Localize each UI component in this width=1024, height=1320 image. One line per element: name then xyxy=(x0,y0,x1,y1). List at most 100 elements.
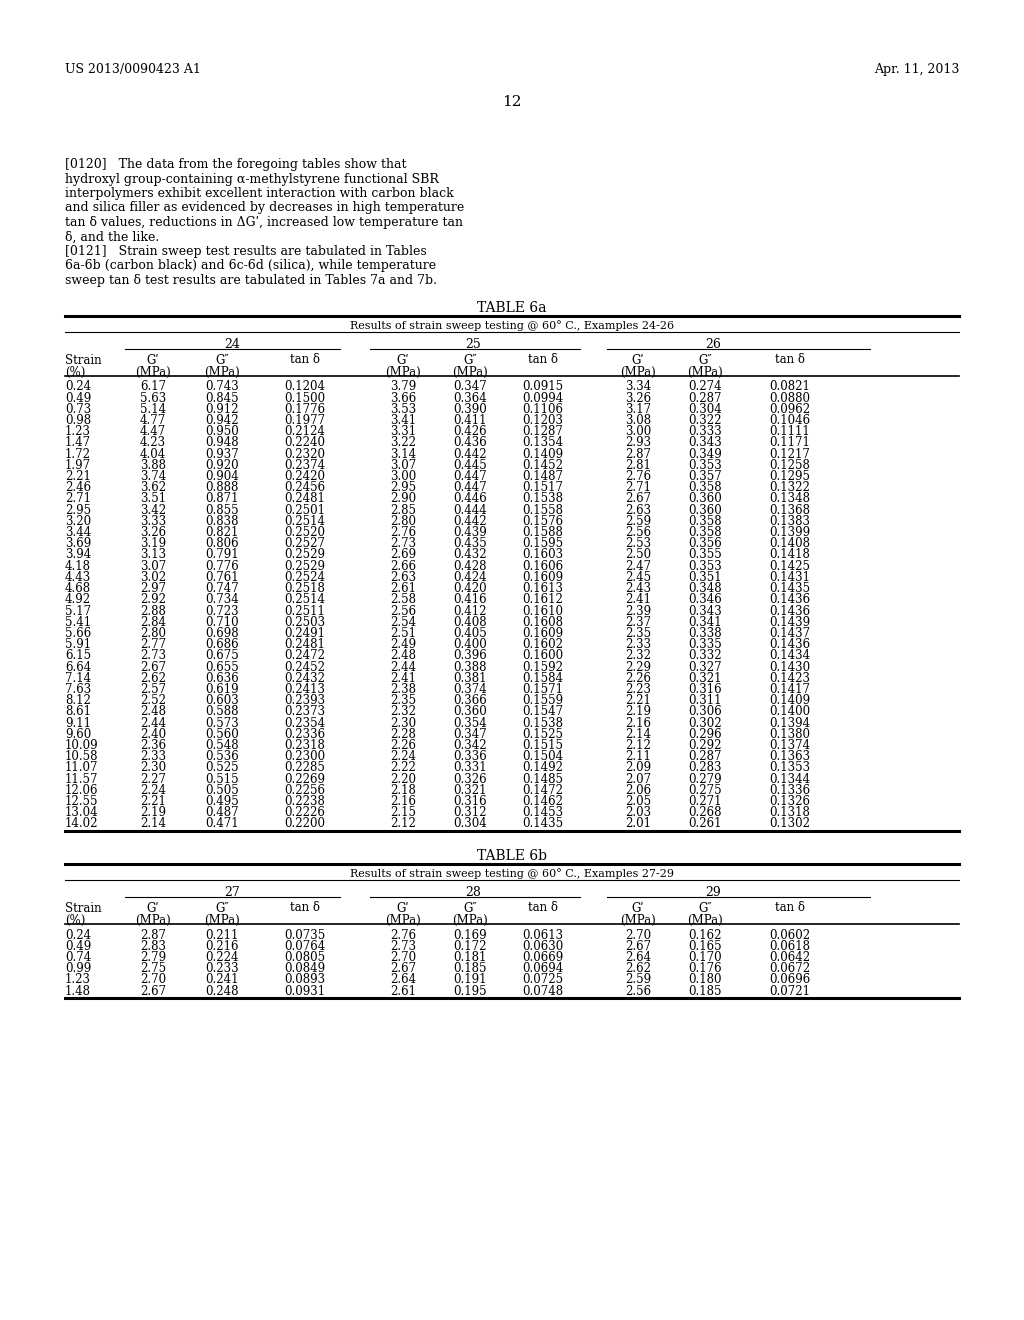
Text: 0.1610: 0.1610 xyxy=(522,605,563,618)
Text: 2.87: 2.87 xyxy=(140,928,166,941)
Text: 3.42: 3.42 xyxy=(140,504,166,516)
Text: 0.165: 0.165 xyxy=(688,940,722,953)
Text: 0.1452: 0.1452 xyxy=(522,459,563,471)
Text: 0.821: 0.821 xyxy=(206,527,239,539)
Text: 0.2514: 0.2514 xyxy=(285,593,326,606)
Text: 3.26: 3.26 xyxy=(625,392,651,405)
Text: 6a-6b (carbon black) and 6c-6d (silica), while temperature: 6a-6b (carbon black) and 6c-6d (silica),… xyxy=(65,260,436,272)
Text: 2.26: 2.26 xyxy=(625,672,651,685)
Text: 0.445: 0.445 xyxy=(454,459,486,471)
Text: 0.355: 0.355 xyxy=(688,549,722,561)
Text: 0.1472: 0.1472 xyxy=(522,784,563,797)
Text: 2.71: 2.71 xyxy=(65,492,91,506)
Text: G″: G″ xyxy=(215,354,229,367)
Text: 0.560: 0.560 xyxy=(205,727,239,741)
Text: 0.357: 0.357 xyxy=(688,470,722,483)
Text: 0.1111: 0.1111 xyxy=(770,425,810,438)
Text: 0.2529: 0.2529 xyxy=(285,560,326,573)
Text: 0.1287: 0.1287 xyxy=(522,425,563,438)
Text: 0.588: 0.588 xyxy=(205,705,239,718)
Text: 8.61: 8.61 xyxy=(65,705,91,718)
Text: 6.64: 6.64 xyxy=(65,660,91,673)
Text: 0.2524: 0.2524 xyxy=(285,572,326,583)
Text: 2.71: 2.71 xyxy=(625,482,651,494)
Text: 0.0849: 0.0849 xyxy=(285,962,326,975)
Text: 0.185: 0.185 xyxy=(688,985,722,998)
Text: 0.360: 0.360 xyxy=(688,504,722,516)
Text: 4.92: 4.92 xyxy=(65,593,91,606)
Text: 2.47: 2.47 xyxy=(625,560,651,573)
Text: 0.888: 0.888 xyxy=(206,482,239,494)
Text: G″: G″ xyxy=(698,354,712,367)
Text: 0.412: 0.412 xyxy=(454,605,486,618)
Text: 2.43: 2.43 xyxy=(625,582,651,595)
Text: 0.24: 0.24 xyxy=(65,928,91,941)
Text: 0.358: 0.358 xyxy=(688,482,722,494)
Text: (%): (%) xyxy=(65,366,85,379)
Text: 0.1504: 0.1504 xyxy=(522,750,563,763)
Text: 0.1558: 0.1558 xyxy=(522,504,563,516)
Text: 0.336: 0.336 xyxy=(454,750,486,763)
Text: 2.63: 2.63 xyxy=(390,572,416,583)
Text: (%): (%) xyxy=(65,913,85,927)
Text: 0.346: 0.346 xyxy=(688,593,722,606)
Text: 0.0893: 0.0893 xyxy=(285,973,326,986)
Text: 0.1408: 0.1408 xyxy=(769,537,811,550)
Text: 0.444: 0.444 xyxy=(454,504,486,516)
Text: 0.2285: 0.2285 xyxy=(285,762,326,775)
Text: 0.0694: 0.0694 xyxy=(522,962,563,975)
Text: (MPa): (MPa) xyxy=(453,366,487,379)
Text: Strain: Strain xyxy=(65,902,101,915)
Text: 0.358: 0.358 xyxy=(688,527,722,539)
Text: 0.1584: 0.1584 xyxy=(522,672,563,685)
Text: 0.343: 0.343 xyxy=(688,605,722,618)
Text: 26: 26 xyxy=(706,338,721,351)
Text: 2.48: 2.48 xyxy=(390,649,416,663)
Text: 0.2300: 0.2300 xyxy=(285,750,326,763)
Text: 14.02: 14.02 xyxy=(65,817,98,830)
Text: 0.806: 0.806 xyxy=(205,537,239,550)
Text: 0.776: 0.776 xyxy=(205,560,239,573)
Text: 2.83: 2.83 xyxy=(140,940,166,953)
Text: 3.08: 3.08 xyxy=(625,414,651,428)
Text: 0.1400: 0.1400 xyxy=(769,705,811,718)
Text: 3.22: 3.22 xyxy=(390,437,416,450)
Text: 0.1538: 0.1538 xyxy=(522,717,563,730)
Text: 2.57: 2.57 xyxy=(140,682,166,696)
Text: 2.03: 2.03 xyxy=(625,807,651,820)
Text: 0.2520: 0.2520 xyxy=(285,527,326,539)
Text: 0.1363: 0.1363 xyxy=(769,750,811,763)
Text: 0.302: 0.302 xyxy=(688,717,722,730)
Text: 0.420: 0.420 xyxy=(454,582,486,595)
Text: 13.04: 13.04 xyxy=(65,807,98,820)
Text: 0.686: 0.686 xyxy=(205,638,239,651)
Text: 0.326: 0.326 xyxy=(454,772,486,785)
Text: 2.64: 2.64 xyxy=(390,973,416,986)
Text: 3.00: 3.00 xyxy=(390,470,416,483)
Text: 0.2420: 0.2420 xyxy=(285,470,326,483)
Text: 3.44: 3.44 xyxy=(65,527,91,539)
Text: 0.261: 0.261 xyxy=(688,817,722,830)
Text: 5.17: 5.17 xyxy=(65,605,91,618)
Text: 2.06: 2.06 xyxy=(625,784,651,797)
Text: 2.59: 2.59 xyxy=(625,973,651,986)
Text: 2.40: 2.40 xyxy=(140,727,166,741)
Text: 0.292: 0.292 xyxy=(688,739,722,752)
Text: 4.47: 4.47 xyxy=(140,425,166,438)
Text: 0.0821: 0.0821 xyxy=(770,380,810,393)
Text: 0.327: 0.327 xyxy=(688,660,722,673)
Text: 0.1576: 0.1576 xyxy=(522,515,563,528)
Text: 2.24: 2.24 xyxy=(390,750,416,763)
Text: 2.20: 2.20 xyxy=(390,772,416,785)
Text: 0.348: 0.348 xyxy=(688,582,722,595)
Text: 6.17: 6.17 xyxy=(140,380,166,393)
Text: 2.19: 2.19 xyxy=(140,807,166,820)
Text: 0.343: 0.343 xyxy=(688,437,722,450)
Text: tan δ: tan δ xyxy=(290,352,319,366)
Text: 0.495: 0.495 xyxy=(205,795,239,808)
Text: 0.2240: 0.2240 xyxy=(285,437,326,450)
Text: 0.1295: 0.1295 xyxy=(769,470,811,483)
Text: sweep tan δ test results are tabulated in Tables 7a and 7b.: sweep tan δ test results are tabulated i… xyxy=(65,275,437,286)
Text: Apr. 11, 2013: Apr. 11, 2013 xyxy=(873,63,959,77)
Text: 0.316: 0.316 xyxy=(688,682,722,696)
